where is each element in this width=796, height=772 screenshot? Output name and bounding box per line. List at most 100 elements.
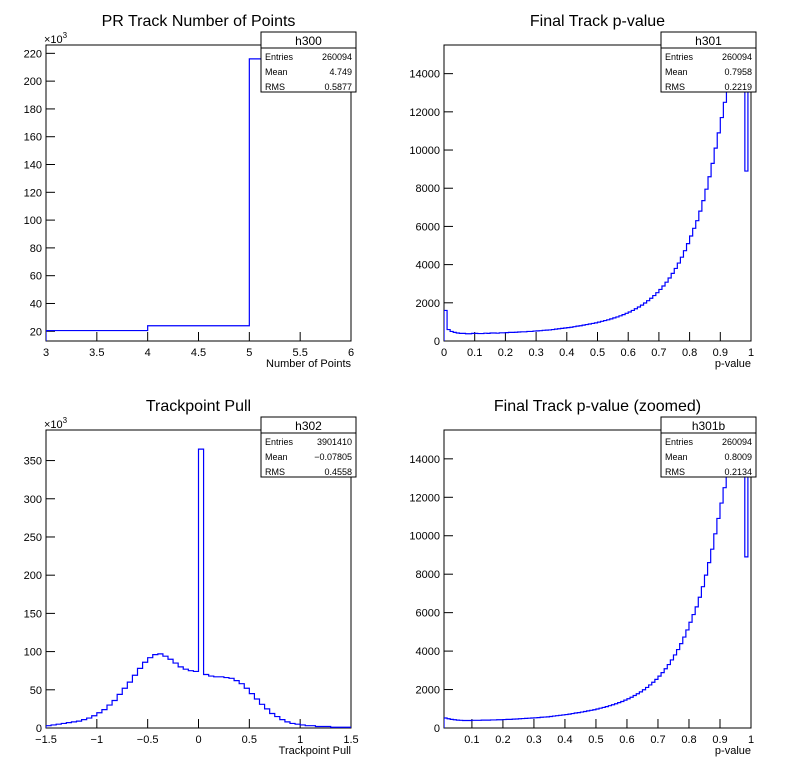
x-tick-label: 1 bbox=[748, 347, 754, 359]
x-tick-label: 0 bbox=[441, 347, 447, 359]
stats-row-label: RMS bbox=[665, 82, 685, 92]
x-tick-label: 1 bbox=[748, 734, 754, 746]
x-tick-label: 0.8 bbox=[682, 347, 697, 359]
y-tick-label: 100 bbox=[24, 647, 42, 659]
panel-pr-track-number-of-points: PR Track Number of Points 3 3.5 4 4.5 5 5.5 6 20… bbox=[24, 13, 357, 370]
histogram-line bbox=[444, 45, 751, 341]
x-tick-label: 3 bbox=[43, 347, 49, 359]
x-tick-label: 0.3 bbox=[528, 347, 543, 359]
y-tick-label: 300 bbox=[24, 494, 42, 506]
x-tick-label: −1 bbox=[91, 734, 104, 746]
stats-box-name: h301b bbox=[692, 419, 726, 433]
stats-row-value: 0.8009 bbox=[724, 452, 752, 462]
panel-final-track-p-value-zoomed: Final Track p-value (zoomed) 0.1 0.2 0.3 0.4… bbox=[409, 398, 757, 757]
y-tick-label: 100 bbox=[24, 215, 42, 227]
x-tick-label: 3.5 bbox=[89, 347, 104, 359]
y-tick-label: 150 bbox=[24, 608, 42, 620]
x-tick-label: 0.5 bbox=[590, 347, 605, 359]
x-tick-label: 0 bbox=[195, 734, 201, 746]
y-tick-label: 10000 bbox=[409, 145, 440, 157]
x-tick-label: 5.5 bbox=[293, 347, 308, 359]
stats-row-value: 3901410 bbox=[317, 437, 352, 447]
y-tick-label: 50 bbox=[30, 685, 42, 697]
stats-row-label: Entries bbox=[665, 52, 694, 62]
panel-final-track-p-value: Final Track p-value 0 0.1 0.2 0.3 0.4 0.5 0.6 0.… bbox=[409, 13, 757, 370]
y-tick-label: 160 bbox=[24, 132, 42, 144]
y-tick-label: 2000 bbox=[416, 298, 440, 310]
stats-box-frame bbox=[260, 416, 357, 478]
stats-row-label: Entries bbox=[265, 52, 294, 62]
stats-row-label: Entries bbox=[265, 437, 294, 447]
stats-box-name: h302 bbox=[295, 419, 322, 433]
stats-row-value: 260094 bbox=[722, 437, 752, 447]
y-tick-label: 6000 bbox=[416, 221, 440, 233]
x-tick-label: 0.4 bbox=[557, 734, 572, 746]
stats-row-label: RMS bbox=[265, 467, 285, 477]
stats-row-value: 0.4558 bbox=[324, 467, 352, 477]
x-tick-label: 4 bbox=[145, 347, 151, 359]
chart-title: Final Track p-value (zoomed) bbox=[494, 398, 701, 415]
stats-row-value: 0.2134 bbox=[724, 467, 752, 477]
x-tick-label: 0.2 bbox=[495, 734, 510, 746]
stats-row-label: Mean bbox=[265, 452, 288, 462]
y-tick-label: 350 bbox=[24, 456, 42, 468]
stats-row-value: 0.7958 bbox=[724, 67, 752, 77]
y-tick-label: 12000 bbox=[409, 492, 440, 504]
x-tick-label: 0.7 bbox=[650, 734, 665, 746]
x-tick-label: 0.1 bbox=[467, 347, 482, 359]
stats-row-label: Entries bbox=[665, 437, 694, 447]
y-tick-label: 6000 bbox=[416, 608, 440, 620]
x-tick-label: −0.5 bbox=[137, 734, 159, 746]
x-tick-label: 4.5 bbox=[191, 347, 206, 359]
y-tick-label: 20 bbox=[30, 326, 42, 338]
y-tick-label: 8000 bbox=[416, 569, 440, 581]
chart-title: Trackpoint Pull bbox=[146, 398, 251, 415]
histogram-line bbox=[46, 58, 351, 341]
x-tick-label: 6 bbox=[348, 347, 354, 359]
x-axis-title: p-value bbox=[715, 745, 751, 757]
y-tick-label: 4000 bbox=[416, 260, 440, 272]
y-tick-label: 0 bbox=[434, 723, 440, 735]
x-tick-label: 0.2 bbox=[498, 347, 513, 359]
x-tick-label: 1 bbox=[297, 734, 303, 746]
stats-row-value: 0.2219 bbox=[724, 82, 752, 92]
stats-box-name: h300 bbox=[295, 34, 322, 48]
stats-row-label: RMS bbox=[265, 82, 285, 92]
y-tick-label: 180 bbox=[24, 104, 42, 116]
x-tick-label: 0.5 bbox=[242, 734, 257, 746]
x-tick-label: 0.9 bbox=[712, 734, 727, 746]
x-axis-title: Number of Points bbox=[266, 358, 351, 370]
y-tick-label: 14000 bbox=[409, 69, 440, 81]
y-tick-label: 220 bbox=[24, 48, 42, 60]
y-tick-label: 2000 bbox=[416, 685, 440, 697]
x-tick-label: −1.5 bbox=[35, 734, 57, 746]
y-tick-label: 120 bbox=[24, 187, 42, 199]
y-exponent-label: ×103 bbox=[44, 416, 68, 431]
x-tick-label: 0.3 bbox=[526, 734, 541, 746]
y-tick-label: 200 bbox=[24, 76, 42, 88]
x-tick-label: 1.5 bbox=[343, 734, 358, 746]
histogram-line bbox=[46, 448, 351, 728]
y-tick-label: 40 bbox=[30, 298, 42, 310]
x-tick-label: 0.8 bbox=[681, 734, 696, 746]
stats-row-label: RMS bbox=[665, 467, 685, 477]
stats-box: h301b Entries 260094 Mean 0.8009 RMS 0.2134 bbox=[660, 416, 757, 478]
y-tick-label: 12000 bbox=[409, 107, 440, 119]
stats-row-value: 0.5877 bbox=[324, 82, 352, 92]
stats-row-value: 4.749 bbox=[329, 67, 352, 77]
y-tick-label: 80 bbox=[30, 243, 42, 255]
stats-row-label: Mean bbox=[265, 67, 288, 77]
stats-box-name: h301 bbox=[695, 34, 722, 48]
x-tick-label: 0.4 bbox=[559, 347, 574, 359]
panel-trackpoint-pull: Trackpoint Pull −1.5 −1 −0.5 0 0.5 1 1.5 0 50 100 1… bbox=[24, 398, 359, 757]
stats-box-frame bbox=[660, 416, 757, 478]
y-tick-label: 140 bbox=[24, 160, 42, 172]
stats-box-frame bbox=[260, 31, 357, 93]
histogram-line bbox=[444, 430, 751, 728]
x-tick-label: 0.6 bbox=[621, 347, 636, 359]
x-tick-label: 0.9 bbox=[713, 347, 728, 359]
y-tick-label: 60 bbox=[30, 271, 42, 283]
